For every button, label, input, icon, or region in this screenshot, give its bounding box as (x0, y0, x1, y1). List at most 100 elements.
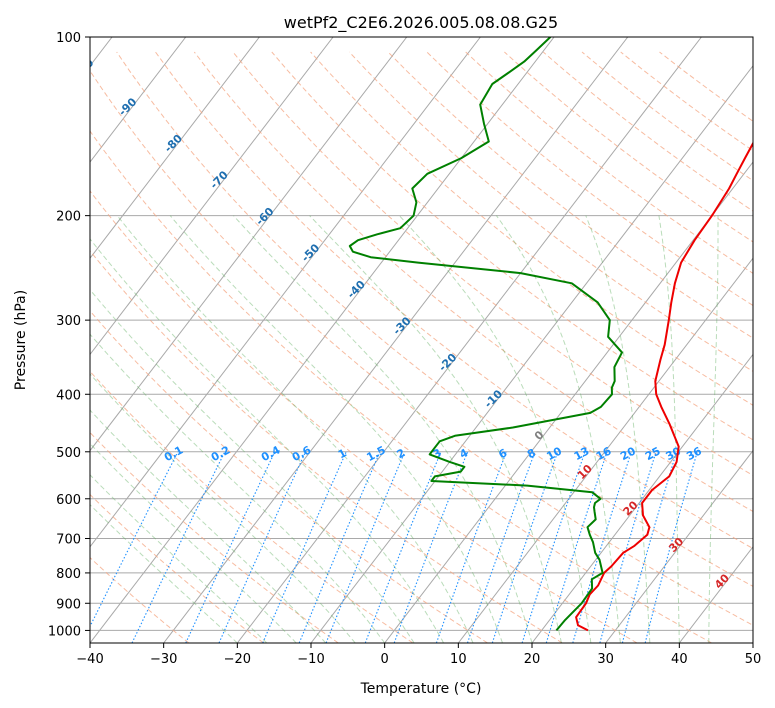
dry-adiabat (310, 51, 753, 406)
moist-adiabat (233, 215, 533, 643)
mixing-ratio-line (393, 451, 469, 643)
isotherm-label: -100 (68, 56, 97, 85)
isotherm-label: -50 (299, 241, 322, 264)
isotherm-label: 10 (575, 462, 595, 482)
isotherm-line (605, 449, 753, 643)
mixing-ratio-label: 0.4 (259, 443, 283, 464)
mixing-ratio-label: 8 (525, 446, 538, 461)
y-tick-label: 300 (56, 314, 81, 329)
mixing-ratio-line (621, 451, 678, 643)
mixing-ratio-line (185, 451, 276, 643)
y-tick-label: 100 (56, 31, 81, 46)
isotherm-line (90, 37, 334, 356)
isotherm-label: -80 (162, 132, 185, 155)
x-tick-label: −30 (150, 652, 177, 667)
mixing-ratio-line (131, 451, 226, 643)
isotherm-label: 30 (666, 535, 686, 555)
isotherm-line (752, 642, 753, 643)
isotherm-line (90, 37, 555, 643)
isotherm-line (678, 545, 753, 643)
dry-adiabat (90, 370, 414, 643)
dry-adiabat (387, 51, 753, 339)
dry-adiabat (90, 190, 638, 643)
moist-adiabat (658, 215, 680, 643)
isotherm-label: -20 (436, 351, 459, 374)
mixing-ratio-label: 13 (572, 444, 592, 463)
isotherm-line (90, 37, 187, 163)
mixing-ratio-label: 4 (457, 446, 470, 461)
mixing-ratio-label: 2 (395, 446, 408, 461)
mixing-ratio-label: 6 (496, 446, 509, 461)
isotherm-line (90, 37, 481, 548)
isotherm-line (384, 161, 753, 643)
moist-adiabat (90, 442, 297, 643)
isotherm-line (163, 37, 629, 643)
y-axis-label: Pressure (hPa) (13, 290, 29, 390)
isotherm-label: -90 (116, 95, 139, 118)
mixing-ratio-line (298, 451, 381, 643)
dry-adiabat (504, 51, 753, 243)
mixing-ratio-label: 0.1 (162, 444, 185, 465)
isotherm-label: -40 (345, 278, 368, 301)
isotherm-label: 40 (712, 571, 732, 591)
mixing-ratio-label: 30 (664, 444, 684, 463)
dry-adiabat (90, 556, 190, 643)
mixing-ratio-line (491, 451, 559, 643)
mixing-ratio-line (325, 451, 406, 643)
isotherm-line (310, 65, 753, 643)
mixing-ratio-label: 25 (643, 444, 663, 463)
moist-adiabat (708, 215, 719, 643)
mixing-ratio-line (364, 451, 442, 643)
mixing-ratio-label: 36 (684, 444, 704, 463)
moist-adiabat (90, 503, 238, 643)
moist-adiabat (90, 373, 356, 643)
moist-adiabat (585, 215, 651, 643)
mixing-ratio-label: 20 (618, 444, 638, 463)
mixing-ratio-line (262, 451, 347, 643)
mixing-ratio-line (545, 451, 608, 643)
y-tick-label: 500 (56, 446, 81, 461)
moist-adiabat (90, 409, 327, 643)
mixing-ratio-line (90, 451, 179, 628)
moist-adiabat (169, 215, 503, 643)
dry-adiabat (90, 493, 264, 643)
y-tick-label: 600 (56, 493, 81, 508)
x-tick-label: 20 (524, 652, 541, 667)
dry-adiabat (90, 70, 753, 626)
y-tick-label: 400 (56, 388, 81, 403)
plot-frame (89, 36, 754, 644)
dry-adiabat (232, 51, 753, 476)
mixing-ratio-line (218, 451, 307, 643)
x-tick-label: 50 (745, 652, 762, 667)
x-tick-label: 40 (671, 652, 688, 667)
moist-adiabat (90, 474, 268, 643)
mixing-ratio-line (466, 451, 536, 643)
isotherm-label: 20 (621, 498, 641, 518)
x-axis-label: Temperature (°C) (360, 681, 482, 697)
temperature-profile-line (575, 141, 753, 632)
x-tick-label: 0 (381, 652, 389, 667)
chart-title: wetPf2_C2E6.2026.005.08.08.G25 (284, 13, 558, 33)
x-tick-label: −20 (224, 652, 251, 667)
moist-adiabat (90, 238, 445, 643)
y-tick-label: 1000 (48, 624, 81, 639)
dry-adiabat (271, 51, 753, 441)
isotherm-line (90, 37, 260, 260)
x-tick-label: 30 (597, 652, 614, 667)
dewpoint-profile-line (348, 37, 623, 632)
dry-adiabat (90, 310, 488, 643)
isotherm-label: -70 (208, 168, 231, 191)
y-tick-label: 700 (56, 533, 81, 548)
moist-adiabat (90, 333, 386, 643)
dry-adiabat (348, 51, 753, 372)
plot-area: 0.1 0.2 0.4 0.6 1 1.5 2 3 4 6 8 10 13 16 20 25 30 36-100-… (68, 37, 753, 643)
moist-adiabat (90, 288, 415, 643)
axes: −40 −30 −20 −10 0 10 20 30 40 5010020030040050060… (48, 31, 761, 667)
x-tick-label: −10 (297, 652, 324, 667)
isotherm-line (236, 37, 702, 643)
dry-adiabat (193, 51, 753, 513)
mixing-ratio-line (644, 451, 698, 643)
mixing-ratio-line (599, 451, 657, 643)
mixing-ratio-label: 16 (594, 444, 614, 463)
